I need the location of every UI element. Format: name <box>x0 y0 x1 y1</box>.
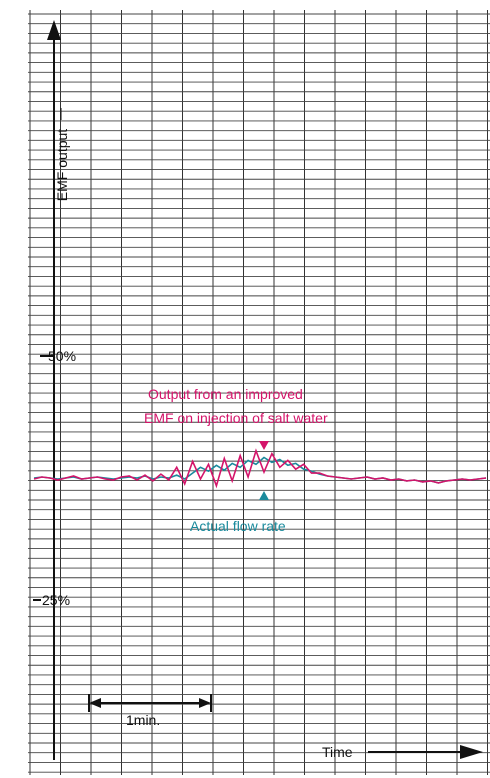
x-axis-arrow <box>460 745 483 759</box>
y-axis-label: EMF output <box>54 129 70 201</box>
grid <box>28 10 490 775</box>
scale-marker-1min <box>88 694 212 712</box>
y-tick-label-25: 25% <box>42 592 70 608</box>
series-line-improved-emf <box>33 448 487 489</box>
annotation-actual-flow: Actual flow rate <box>190 518 286 534</box>
y-tick-label-50: 50% <box>48 348 76 364</box>
annotation-marker-up <box>259 491 269 500</box>
annotation-marker-down <box>259 441 269 450</box>
x-axis-label: Time <box>322 744 353 760</box>
y-axis-arrow <box>47 20 61 40</box>
annotation-improved-line2: EMF on injection of salt water <box>144 410 328 426</box>
annotation-improved-line1: Output from an improved <box>148 386 303 402</box>
scale-marker-label: 1min. <box>126 712 160 728</box>
